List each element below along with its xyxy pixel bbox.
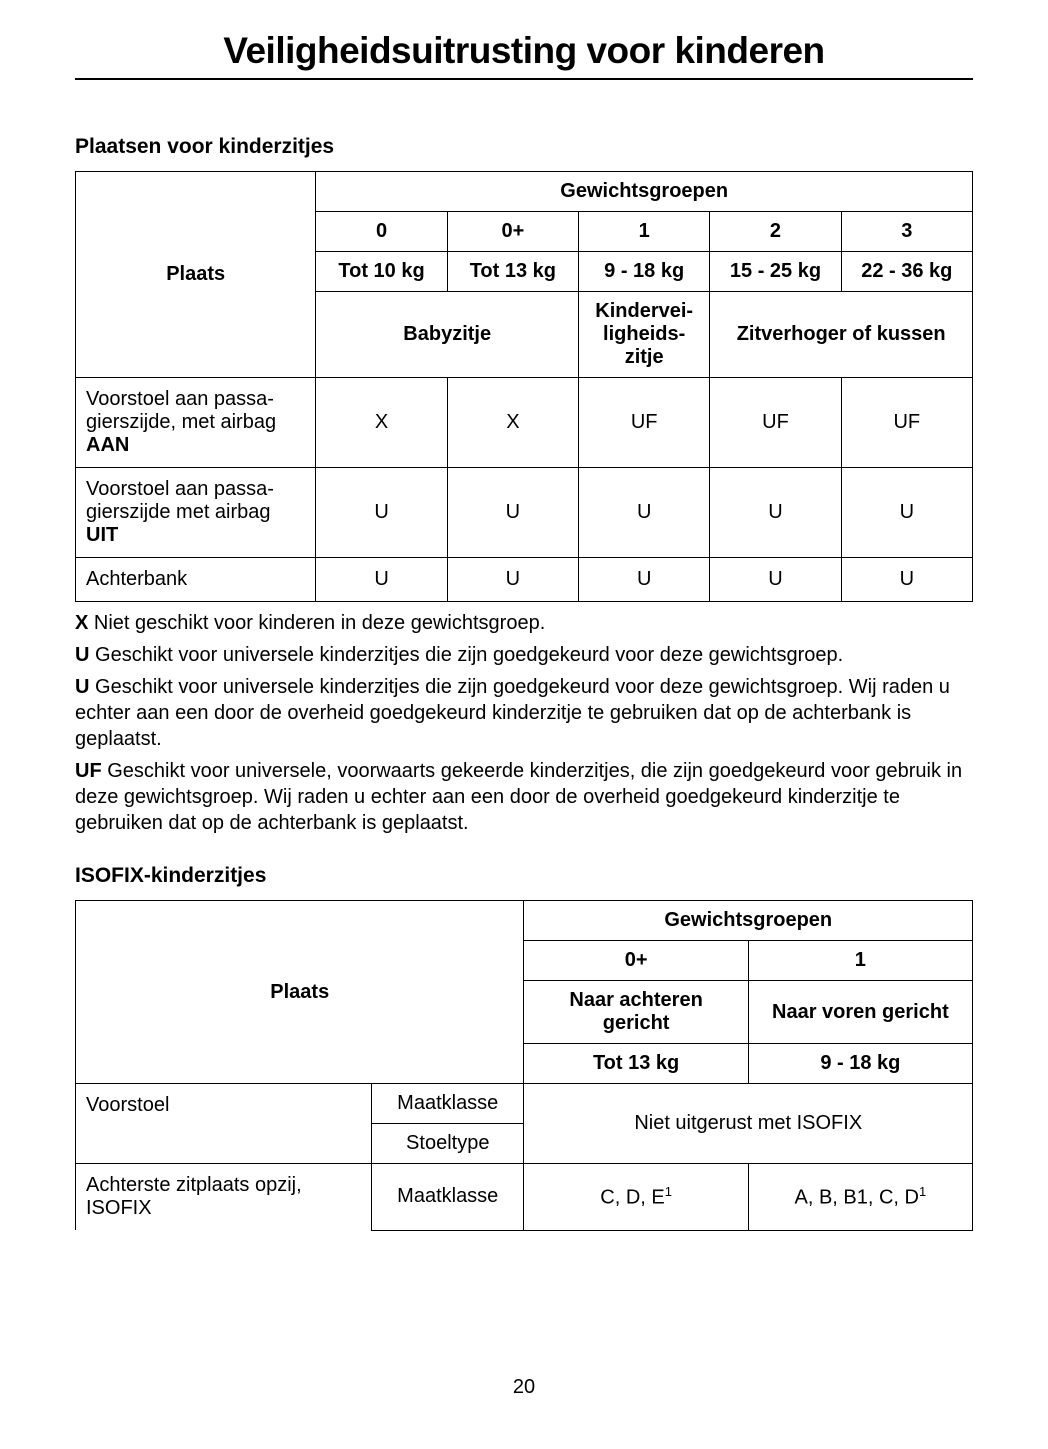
t2-front-label: Voorstoel bbox=[76, 1084, 372, 1164]
t1-r0-c0: X bbox=[316, 378, 447, 468]
t1-type-safety: Kindervei- ligheids- zitje bbox=[579, 292, 710, 378]
t1-group-2: 2 bbox=[710, 212, 841, 252]
t2-groups-header: Gewichtsgroepen bbox=[524, 901, 973, 941]
t2-orient-front: Naar voren gericht bbox=[748, 981, 972, 1044]
t1-type-booster: Zitverhoger of kussen bbox=[710, 292, 973, 378]
table-row: Achterbank U U U U U bbox=[76, 558, 973, 602]
t1-groups-header: Gewichtsgroepen bbox=[316, 172, 973, 212]
t1-place-header: Plaats bbox=[76, 172, 316, 378]
t1-weight-3: 22 - 36 kg bbox=[841, 252, 972, 292]
t2-rear-label: Achterste zitplaats opzij, ISOFIX bbox=[76, 1164, 372, 1231]
t1-weight-0p: Tot 13 kg bbox=[447, 252, 578, 292]
t2-weight-0p: Tot 13 kg bbox=[524, 1044, 748, 1084]
table-isofix: Plaats Gewichtsgroepen 0+ 1 Naar achtere… bbox=[75, 900, 973, 1231]
t1-r0-c3: UF bbox=[710, 378, 841, 468]
t1-r2-c1: U bbox=[447, 558, 578, 602]
page-number: 20 bbox=[0, 1376, 1048, 1399]
t1-r0-c2: UF bbox=[579, 378, 710, 468]
t1-type-baby: Babyzitje bbox=[316, 292, 579, 378]
section1-heading: Plaatsen voor kinderzitjes bbox=[75, 135, 973, 159]
t2-rear-size-1: A, B, B1, C, D1 bbox=[748, 1164, 972, 1231]
t2-group-1: 1 bbox=[748, 941, 972, 981]
t2-orient-rear: Naar achteren gericht bbox=[524, 981, 748, 1044]
t1-r2-label: Achterbank bbox=[76, 558, 316, 602]
t1-r1-c4: U bbox=[841, 468, 972, 558]
t1-r1-c3: U bbox=[710, 468, 841, 558]
t2-rear-size-0p: C, D, E1 bbox=[524, 1164, 748, 1231]
t2-front-attr-size: Maatklasse bbox=[372, 1084, 524, 1124]
legend-u2: U Geschikt voor universele kinderzitjes … bbox=[75, 674, 973, 752]
t1-r2-c3: U bbox=[710, 558, 841, 602]
t1-r1-c1: U bbox=[447, 468, 578, 558]
t1-group-3: 3 bbox=[841, 212, 972, 252]
t1-r0-label: Voorstoel aan passa- gierszijde, met air… bbox=[76, 378, 316, 468]
t2-front-attr-type: Stoeltype bbox=[372, 1124, 524, 1164]
page-title: Veiligheidsuitrusting voor kinderen bbox=[75, 30, 973, 72]
table-row: Voorstoel aan passa- gierszijde met airb… bbox=[76, 468, 973, 558]
legend-x: X Niet geschikt voor kinderen in deze ge… bbox=[75, 610, 973, 636]
table-row: Achterste zitplaats opzij, ISOFIX Maatkl… bbox=[76, 1164, 973, 1231]
t1-group-0: 0 bbox=[316, 212, 447, 252]
t1-r0-c4: UF bbox=[841, 378, 972, 468]
legend-uf: UF Geschikt voor universele, voorwaarts … bbox=[75, 758, 973, 836]
t2-rear-attr-size: Maatklasse bbox=[372, 1164, 524, 1231]
t1-r2-c4: U bbox=[841, 558, 972, 602]
table-row: Voorstoel aan passa- gierszijde, met air… bbox=[76, 378, 973, 468]
t1-group-0p: 0+ bbox=[447, 212, 578, 252]
table-row: Voorstoel Maatklasse Niet uitgerust met … bbox=[76, 1084, 973, 1124]
section2-heading: ISOFIX-kinderzitjes bbox=[75, 864, 973, 888]
t1-weight-2: 15 - 25 kg bbox=[710, 252, 841, 292]
t1-r1-label: Voorstoel aan passa- gierszijde met airb… bbox=[76, 468, 316, 558]
t2-weight-1: 9 - 18 kg bbox=[748, 1044, 972, 1084]
t1-weight-1: 9 - 18 kg bbox=[579, 252, 710, 292]
legend-u1: U Geschikt voor universele kinderzitjes … bbox=[75, 642, 973, 668]
t1-r2-c0: U bbox=[316, 558, 447, 602]
t2-group-0p: 0+ bbox=[524, 941, 748, 981]
t1-r1-c2: U bbox=[579, 468, 710, 558]
t1-r0-c1: X bbox=[447, 378, 578, 468]
legend-block: X Niet geschikt voor kinderen in deze ge… bbox=[75, 610, 973, 836]
t1-group-1: 1 bbox=[579, 212, 710, 252]
title-divider bbox=[75, 78, 973, 80]
table-child-seat-positions: Plaats Gewichtsgroepen 0 0+ 1 2 3 Tot 10… bbox=[75, 171, 973, 602]
t1-r2-c2: U bbox=[579, 558, 710, 602]
t2-front-merged: Niet uitgerust met ISOFIX bbox=[524, 1084, 973, 1164]
t1-r1-c0: U bbox=[316, 468, 447, 558]
t1-weight-0: Tot 10 kg bbox=[316, 252, 447, 292]
t2-place-header: Plaats bbox=[76, 901, 524, 1084]
